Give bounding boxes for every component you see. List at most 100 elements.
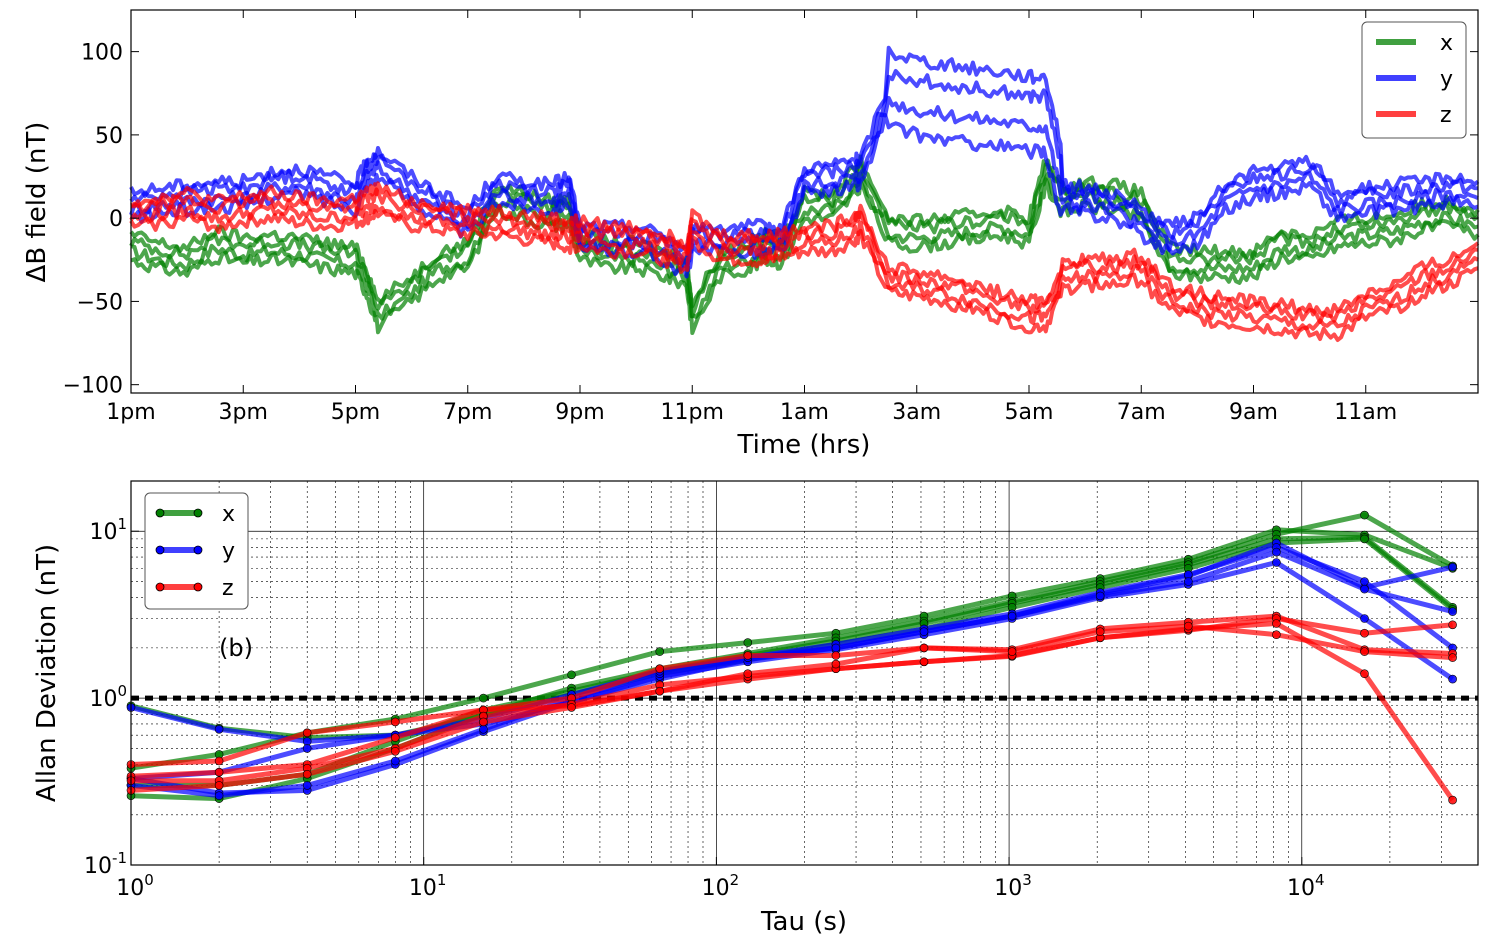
allan-series-x-point (1360, 510, 1369, 520)
allan-series-z-point (743, 651, 753, 660)
allan-y-tick-label: 100 (89, 682, 127, 712)
allan-series-z-point (831, 651, 841, 660)
legend-b-z-marker-left (155, 582, 165, 592)
ts-x-tick-label: 9am (1229, 400, 1278, 425)
allan-series-z-point (919, 643, 929, 653)
allan-series-x-point (567, 670, 576, 680)
allan-series-z-point (1360, 628, 1369, 638)
time-series-panel: −100 −50 0 50 100 1pm 3pm 5pm 7pm 9pm 11pm 1am 3am 5a… (22, 9, 1480, 460)
allan-series-y-point (1360, 577, 1369, 586)
allan-series-z-line (130, 613, 1453, 767)
allan-series-y-point (1448, 674, 1457, 684)
allan-series-y-point (1360, 584, 1369, 594)
allan-series-z-point (567, 703, 576, 712)
allan-series-z-point (1360, 669, 1369, 679)
time-series-y-axis-label: ΔB field (nT) (22, 122, 52, 283)
allan-legend: x y z (144, 492, 249, 610)
allan-x-tick-label: 100 (116, 871, 154, 901)
allan-series-z-point (1184, 621, 1193, 631)
allan-x-tick-label: 102 (702, 871, 740, 901)
ts-series-z-line (129, 208, 1479, 342)
allan-series-z-point (302, 769, 312, 779)
allan-series-z-line (131, 621, 1455, 802)
allan-series-y-point (831, 643, 841, 653)
allan-series-z-point (390, 733, 400, 742)
allan-series-x-point (655, 647, 665, 656)
allan-x-tick-label: 101 (409, 871, 447, 901)
time-series-lines (129, 45, 1480, 342)
ts-x-tick-label: 11am (1334, 400, 1397, 425)
ts-y-tick-label: 100 (81, 41, 123, 66)
ts-series-z-line (130, 181, 1480, 318)
ts-y-tick-label: −100 (63, 374, 123, 399)
allan-series-y-point (1448, 607, 1457, 616)
allan-series-y-point (390, 756, 400, 766)
legend-a-x-label: x (1440, 31, 1453, 56)
time-series-frame (130, 9, 1479, 394)
allan-series-z-point (1448, 653, 1457, 662)
ts-x-tick-label: 5pm (331, 400, 380, 425)
time-series-x-axis-label: Time (hrs) (737, 430, 871, 460)
allan-series-z-point (1448, 795, 1457, 805)
legend-b-x-marker-right (193, 508, 203, 518)
allan-series-y-point (1184, 577, 1193, 586)
allan-series-y-point (302, 781, 312, 790)
panel-b-annotation: (b) (219, 634, 253, 662)
ts-x-tick-label: 1pm (106, 400, 155, 425)
allan-series-z-point (214, 767, 224, 777)
allan-series-z-point (1272, 630, 1281, 640)
legend-b-y-marker-right (193, 545, 203, 555)
allan-series-z-line (130, 623, 1453, 793)
legend-b-y-marker-left (155, 545, 165, 555)
ts-y-tick-label: 50 (95, 124, 123, 149)
allan-series-x-point (479, 693, 488, 703)
allan-series-y-point (1448, 562, 1457, 572)
allan-series-y-point (1095, 591, 1105, 601)
ts-x-tick-label: 3am (892, 400, 941, 425)
ts-series-z-line (130, 187, 1479, 325)
allan-series-y-point (1272, 547, 1281, 557)
allan-series-z-point (390, 717, 400, 727)
legend-b-z-marker-right (193, 582, 203, 592)
ts-x-tick-label: 5am (1005, 400, 1054, 425)
allan-series-z-point (302, 728, 312, 738)
legend-b-z-label: z (222, 576, 234, 601)
allan-series-z-point (214, 756, 224, 766)
allan-lines (126, 510, 1457, 805)
allan-series-y-point (479, 724, 488, 734)
allan-series-z-point (655, 664, 665, 674)
ts-x-tick-label: 9pm (555, 400, 604, 425)
allan-series-y-line (130, 549, 1454, 781)
allan-x-axis-label: Tau (s) (760, 907, 847, 937)
allan-series-y-point (214, 724, 224, 734)
allan-series-z-point (919, 657, 929, 667)
allan-series-z-point (479, 717, 488, 727)
legend-a-y-label: y (1440, 67, 1453, 92)
ts-y-tick-label: −50 (77, 290, 123, 315)
ts-series-x-line (130, 177, 1480, 335)
time-series-legend: x y z (1361, 21, 1467, 139)
time-series-axes: −100 −50 0 50 100 1pm 3pm 5pm 7pm 9pm 11pm 1am 3am 5a… (63, 10, 1478, 425)
allan-series-z-point (1272, 619, 1281, 628)
allan-series-z-point (831, 659, 841, 669)
allan-y-tick-label: 101 (89, 515, 127, 545)
ts-x-tick-label: 11pm (661, 400, 724, 425)
allan-series-y-point (919, 627, 929, 637)
legend-b-x-marker-left (155, 508, 165, 518)
allan-series-y-point (302, 744, 312, 753)
legend-b-x-label: x (222, 502, 235, 527)
allan-y-axis-label: Allan Deviation (nT) (32, 544, 62, 802)
allan-series-z-point (1448, 620, 1457, 630)
allan-series-z-point (1007, 647, 1017, 656)
allan-x-tick-label: 104 (1287, 871, 1325, 901)
ts-series-z-line (129, 202, 1479, 332)
allan-series-z-point (1360, 647, 1369, 656)
allan-series-y-point (1360, 614, 1369, 623)
allan-series-x-point (1360, 534, 1369, 544)
allan-series-z-point (214, 781, 224, 790)
allan-series-z-point (655, 686, 665, 696)
ts-x-tick-label: 1am (780, 400, 829, 425)
